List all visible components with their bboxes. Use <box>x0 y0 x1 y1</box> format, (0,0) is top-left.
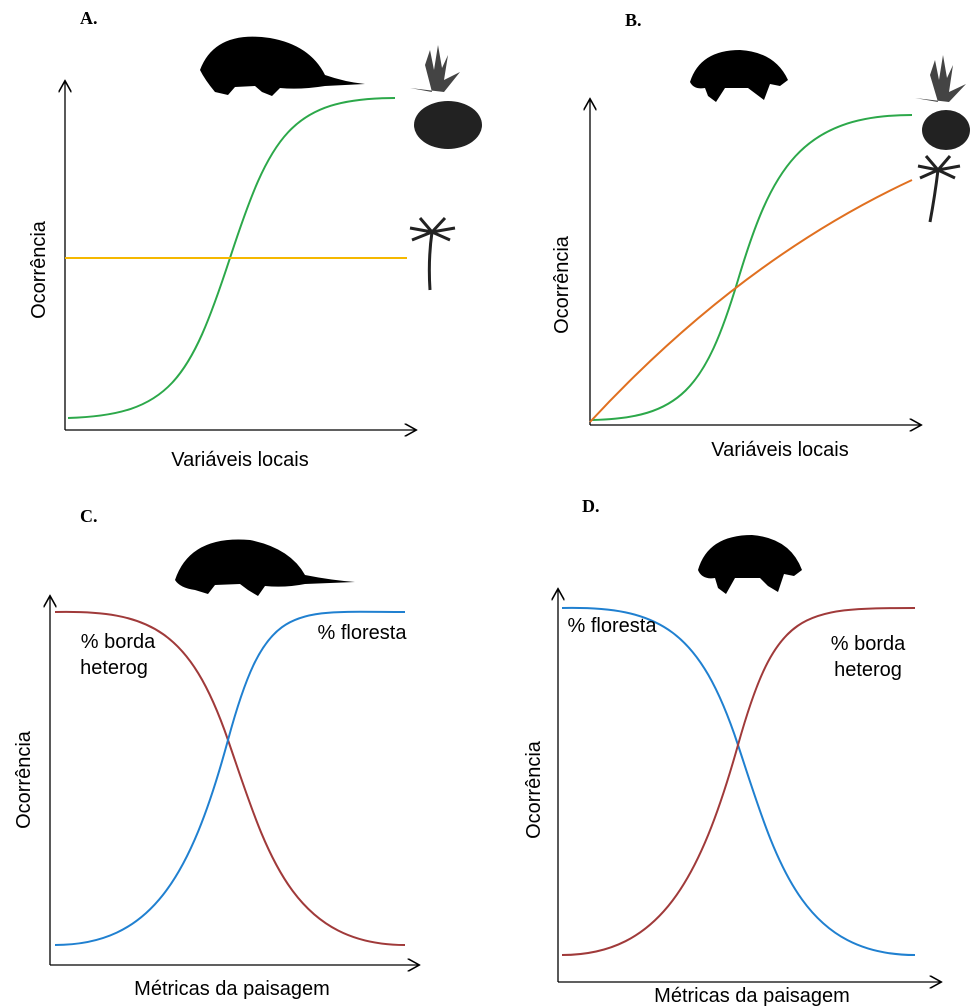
y-axis-label: Ocorrência <box>28 220 50 319</box>
x-axis-label: Métricas da paisagem <box>654 985 850 1007</box>
curve-label: heterog <box>834 659 902 681</box>
panel-label: D. <box>582 496 600 516</box>
x-axis-label: Métricas da paisagem <box>134 978 330 1000</box>
y-axis-label: Ocorrência <box>13 730 35 829</box>
shrub-icon <box>414 101 482 149</box>
curve-label: heterog <box>80 657 148 679</box>
panel-label: A. <box>80 8 98 28</box>
shrub-icon <box>922 110 970 150</box>
animal-icon <box>698 535 802 594</box>
palm-icon <box>409 216 456 291</box>
plant-icon <box>410 45 460 92</box>
curve-label: % borda <box>831 633 906 655</box>
armadillo-icon <box>175 539 355 596</box>
curve-label: % floresta <box>568 615 658 637</box>
armadillo-icon <box>200 36 365 96</box>
panel-c: C. % borda heterog % floresta Ocorrência… <box>13 506 418 1000</box>
curve <box>561 607 916 956</box>
animal-icon <box>690 50 788 102</box>
panel-d: D. % floresta % borda heterog Ocorrência… <box>523 496 940 1007</box>
curve <box>54 610 406 946</box>
x-axis-label: Variáveis locais <box>171 449 308 471</box>
panel-a: A. Ocorrência Variáveis locais <box>28 8 482 471</box>
panel-b: B. Ocorrência Variáveis locais <box>551 10 970 461</box>
plant-icon <box>915 55 966 102</box>
y-axis-label: Ocorrência <box>551 235 573 334</box>
palm-icon <box>917 155 961 223</box>
panel-label: B. <box>625 10 642 30</box>
curve <box>589 179 913 423</box>
curve-label: % floresta <box>318 622 408 644</box>
curve <box>591 114 913 421</box>
curve-label: % borda <box>81 631 156 653</box>
panel-label: C. <box>80 506 98 526</box>
y-axis-label: Ocorrência <box>523 740 545 839</box>
x-axis-label: Variáveis locais <box>711 439 848 461</box>
